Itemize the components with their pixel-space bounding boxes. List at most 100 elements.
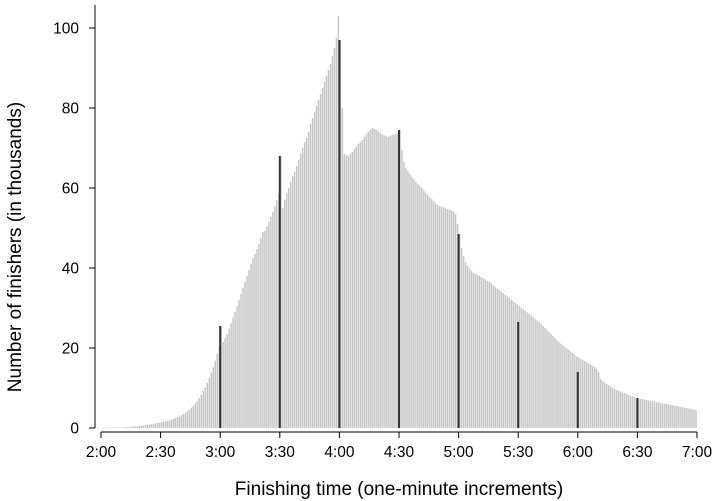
histogram-bar: [381, 134, 383, 428]
histogram-bar: [162, 421, 165, 428]
histogram-bar: [476, 275, 479, 428]
histogram-bar: [335, 38, 338, 428]
histogram-bar: [502, 293, 505, 428]
histogram-bar: [433, 201, 435, 428]
histogram-bar: [570, 351, 572, 428]
histogram-bar: [593, 367, 596, 428]
histogram-bar: [323, 82, 326, 428]
x-tick-label: 3:30: [265, 444, 296, 461]
histogram-bar: [266, 226, 268, 428]
histogram-bar: [133, 426, 135, 428]
histogram-bar: [305, 138, 308, 428]
histogram-bar: [627, 394, 630, 428]
histogram-bar: [661, 403, 663, 428]
histogram-bar: [152, 423, 155, 428]
histogram-bar: [299, 154, 302, 428]
x-tick-label: 6:30: [622, 444, 653, 461]
histogram-bar: [671, 405, 673, 428]
histogram-bar: [367, 132, 369, 428]
x-tick-label: 5:30: [503, 444, 534, 461]
histogram-bar: [297, 160, 300, 428]
histogram-bar: [379, 132, 381, 429]
histogram-bar: [228, 328, 230, 428]
histogram-bar: [121, 427, 123, 428]
histogram-bar: [574, 354, 576, 428]
histogram-bar: [230, 323, 232, 428]
histogram-bar: [403, 162, 405, 428]
histogram-bar: [389, 136, 391, 428]
histogram-bar: [490, 283, 493, 428]
histogram-bar: [448, 210, 451, 428]
histogram-bar: [178, 416, 181, 428]
y-axis: 0 20 40 60 80 100: [53, 5, 96, 438]
histogram-bar: [139, 425, 141, 428]
histogram-bar: [562, 345, 564, 428]
histogram-bar: [468, 268, 471, 428]
histogram-bar: [564, 346, 566, 428]
histogram-bar: [591, 366, 594, 428]
histogram-bar: [264, 230, 266, 428]
histogram-bar: [238, 300, 240, 428]
histogram-bar: [210, 372, 212, 428]
histogram-bar: [423, 190, 425, 428]
histogram-bar: [184, 412, 187, 428]
histogram-bar: [643, 399, 646, 428]
histogram-bar: [460, 248, 463, 428]
histogram-bar: [689, 408, 691, 428]
histogram-bar: [369, 130, 371, 428]
histogram-bar: [137, 426, 139, 428]
histogram-bar: [202, 391, 205, 428]
histogram-bar: [530, 315, 532, 428]
histogram-bar: [590, 364, 592, 428]
histogram-bar: [307, 132, 310, 428]
histogram-bar: [319, 94, 322, 428]
histogram-bar: [160, 422, 163, 428]
histogram-bar: [156, 423, 159, 428]
histogram-bar: [391, 135, 393, 428]
histogram-bar: [536, 320, 538, 428]
histogram-bar: [349, 154, 352, 428]
histogram-bar: [158, 422, 161, 428]
histogram-bar: [663, 403, 665, 428]
histogram-bar: [411, 176, 413, 428]
histogram-bar: [526, 312, 528, 428]
histogram-bar: [683, 407, 685, 428]
histogram-bar: [371, 128, 373, 428]
histogram-bar: [270, 216, 272, 428]
histogram-bar: [387, 136, 389, 429]
histogram-bar: [383, 135, 385, 428]
histogram-bar: [208, 378, 210, 428]
x-tick-label: 5:00: [444, 444, 475, 461]
histogram-bar: [619, 391, 622, 428]
histogram-bar: [222, 342, 224, 428]
histogram-bar: [665, 404, 667, 428]
histogram-bar: [365, 134, 367, 428]
histogram-bar: [446, 209, 449, 428]
histogram-bar: [522, 309, 524, 428]
histogram-bar: [359, 142, 361, 428]
histogram-bar: [166, 420, 169, 428]
histogram-bar: [129, 426, 131, 428]
histogram-bar: [144, 425, 147, 428]
histogram-bar: [691, 409, 693, 428]
histogram-bar: [216, 354, 218, 428]
histogram-bar: [355, 146, 357, 429]
histogram-bar: [272, 212, 274, 428]
histogram-bar: [496, 288, 499, 428]
histogram-bar: [669, 404, 671, 428]
histogram-bar: [170, 419, 173, 428]
histogram-bar: [568, 350, 570, 428]
histogram-bar: [435, 203, 437, 428]
histogram-bar: [321, 88, 324, 428]
histogram-bar: [546, 330, 548, 428]
histogram-bar: [679, 406, 681, 428]
histogram-bar: [393, 134, 395, 429]
histogram-bar: [150, 424, 153, 428]
histogram-bar: [363, 136, 365, 429]
histogram-bar: [123, 427, 125, 428]
y-tick-label: 40: [62, 261, 80, 278]
histogram-bar: [325, 76, 328, 428]
histogram-bar: [268, 222, 270, 428]
histogram-bar: [317, 100, 320, 428]
histogram-bar: [480, 277, 483, 428]
